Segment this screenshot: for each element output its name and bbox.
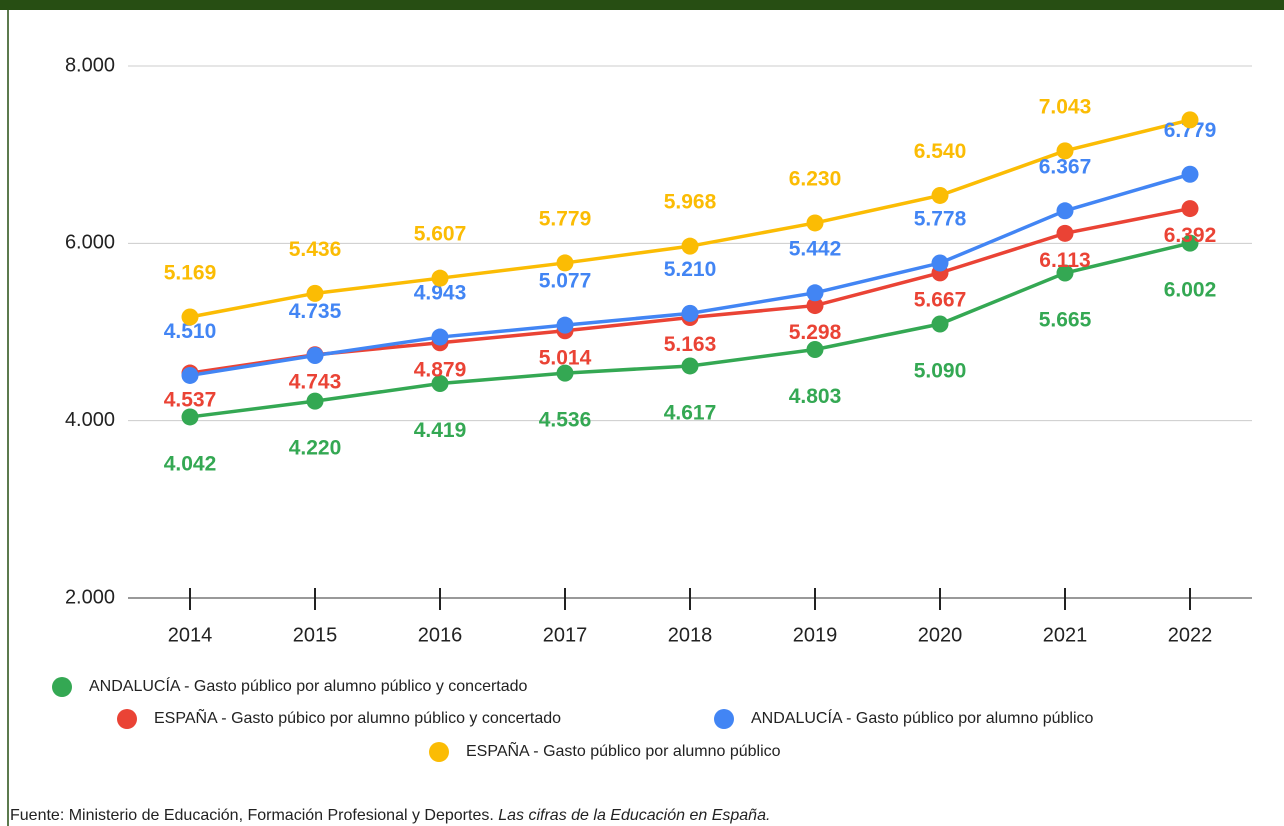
source: Fuente: Ministerio de Educación, Formaci… <box>10 807 770 824</box>
source-italic: Las cifras de la Educación en España. <box>498 807 770 824</box>
point <box>1056 224 1074 242</box>
point <box>681 357 699 375</box>
value-label: 4.537 <box>164 389 217 412</box>
x-tick-label: 2018 <box>668 624 713 646</box>
x-tick-label: 2022 <box>1168 624 1213 646</box>
value-label: 4.042 <box>164 452 217 475</box>
value-label: 5.210 <box>664 258 717 281</box>
y-tick-label: 2.000 <box>65 586 115 608</box>
value-label: 5.169 <box>164 262 217 285</box>
value-label: 5.778 <box>914 208 967 231</box>
point <box>431 375 449 393</box>
point <box>806 340 824 358</box>
value-label: 5.442 <box>789 237 842 260</box>
value-label: 4.510 <box>164 320 217 343</box>
value-label: 5.665 <box>1039 309 1092 332</box>
value-label: 6.002 <box>1164 279 1217 302</box>
value-label: 5.779 <box>539 207 592 230</box>
point <box>931 315 949 333</box>
point <box>181 408 199 426</box>
y-tick-label: 8.000 <box>65 54 115 76</box>
value-label: 5.077 <box>539 270 592 293</box>
point <box>806 214 824 232</box>
value-label: 6.367 <box>1039 155 1092 178</box>
legend-label: ANDALUCÍA - Gasto público por alumno púb… <box>89 676 528 695</box>
y-tick-label: 6.000 <box>65 232 115 254</box>
legend-swatch <box>429 742 449 762</box>
value-label: 5.163 <box>664 333 717 356</box>
value-label: 5.014 <box>539 346 592 369</box>
point <box>931 186 949 204</box>
point <box>1056 202 1074 220</box>
value-label: 5.968 <box>664 191 717 214</box>
point <box>181 366 199 384</box>
x-tick-label: 2019 <box>793 624 838 646</box>
y-tick-label: 4.000 <box>65 409 115 431</box>
point <box>1056 142 1074 160</box>
value-label: 4.803 <box>789 385 842 408</box>
legend-label: ANDALUCÍA - Gasto público por alumno púb… <box>751 708 1093 727</box>
legend-label: ESPAÑA - Gasto público por alumno públic… <box>466 740 781 760</box>
point <box>1181 200 1199 218</box>
x-tick-label: 2015 <box>293 624 338 646</box>
point <box>306 284 324 302</box>
legend-swatch <box>52 677 72 697</box>
value-label: 4.220 <box>289 437 342 460</box>
x-tick-label: 2016 <box>418 624 463 646</box>
value-label: 5.667 <box>914 288 967 311</box>
value-label: 4.419 <box>414 419 467 442</box>
value-label: 4.943 <box>414 282 467 305</box>
point <box>306 392 324 410</box>
source-text: Fuente: Ministerio de Educación, Formaci… <box>10 807 498 824</box>
x-tick-label: 2020 <box>918 624 963 646</box>
point <box>556 316 574 334</box>
series-line <box>189 118 1191 319</box>
value-label: 5.090 <box>914 360 967 383</box>
value-label: 6.230 <box>789 167 842 190</box>
point <box>1056 264 1074 282</box>
value-label: 4.735 <box>289 300 342 323</box>
value-label: 4.879 <box>414 358 467 381</box>
point <box>556 364 574 382</box>
x-tick-label: 2017 <box>543 624 588 646</box>
point <box>1181 234 1199 252</box>
top-bar <box>0 0 1284 10</box>
value-label: 7.043 <box>1039 95 1092 118</box>
value-label: 6.779 <box>1164 119 1217 142</box>
value-label: 4.536 <box>539 409 592 432</box>
x-tick-label: 2021 <box>1043 624 1088 646</box>
point <box>806 297 824 315</box>
point <box>306 346 324 364</box>
value-label: 5.298 <box>789 321 842 344</box>
point <box>681 237 699 255</box>
legend-swatch <box>117 709 137 729</box>
legend-swatch <box>714 709 734 729</box>
value-label: 6.113 <box>1039 249 1090 272</box>
point <box>681 304 699 322</box>
value-label: 4.743 <box>289 370 342 393</box>
point <box>1181 111 1199 129</box>
point <box>431 328 449 346</box>
value-label: 6.392 <box>1164 224 1217 247</box>
value-label: 6.540 <box>914 140 967 163</box>
legend-label: ESPAÑA - Gasto púbico por alumno público… <box>154 707 561 727</box>
point <box>1181 165 1199 183</box>
value-label: 5.436 <box>289 238 342 261</box>
point <box>556 254 574 272</box>
x-tick-label: 2014 <box>168 624 213 646</box>
value-label: 5.607 <box>414 223 467 246</box>
point <box>181 308 199 326</box>
value-label: 4.617 <box>664 402 717 425</box>
point <box>806 284 824 302</box>
point <box>431 269 449 287</box>
point <box>931 254 949 272</box>
